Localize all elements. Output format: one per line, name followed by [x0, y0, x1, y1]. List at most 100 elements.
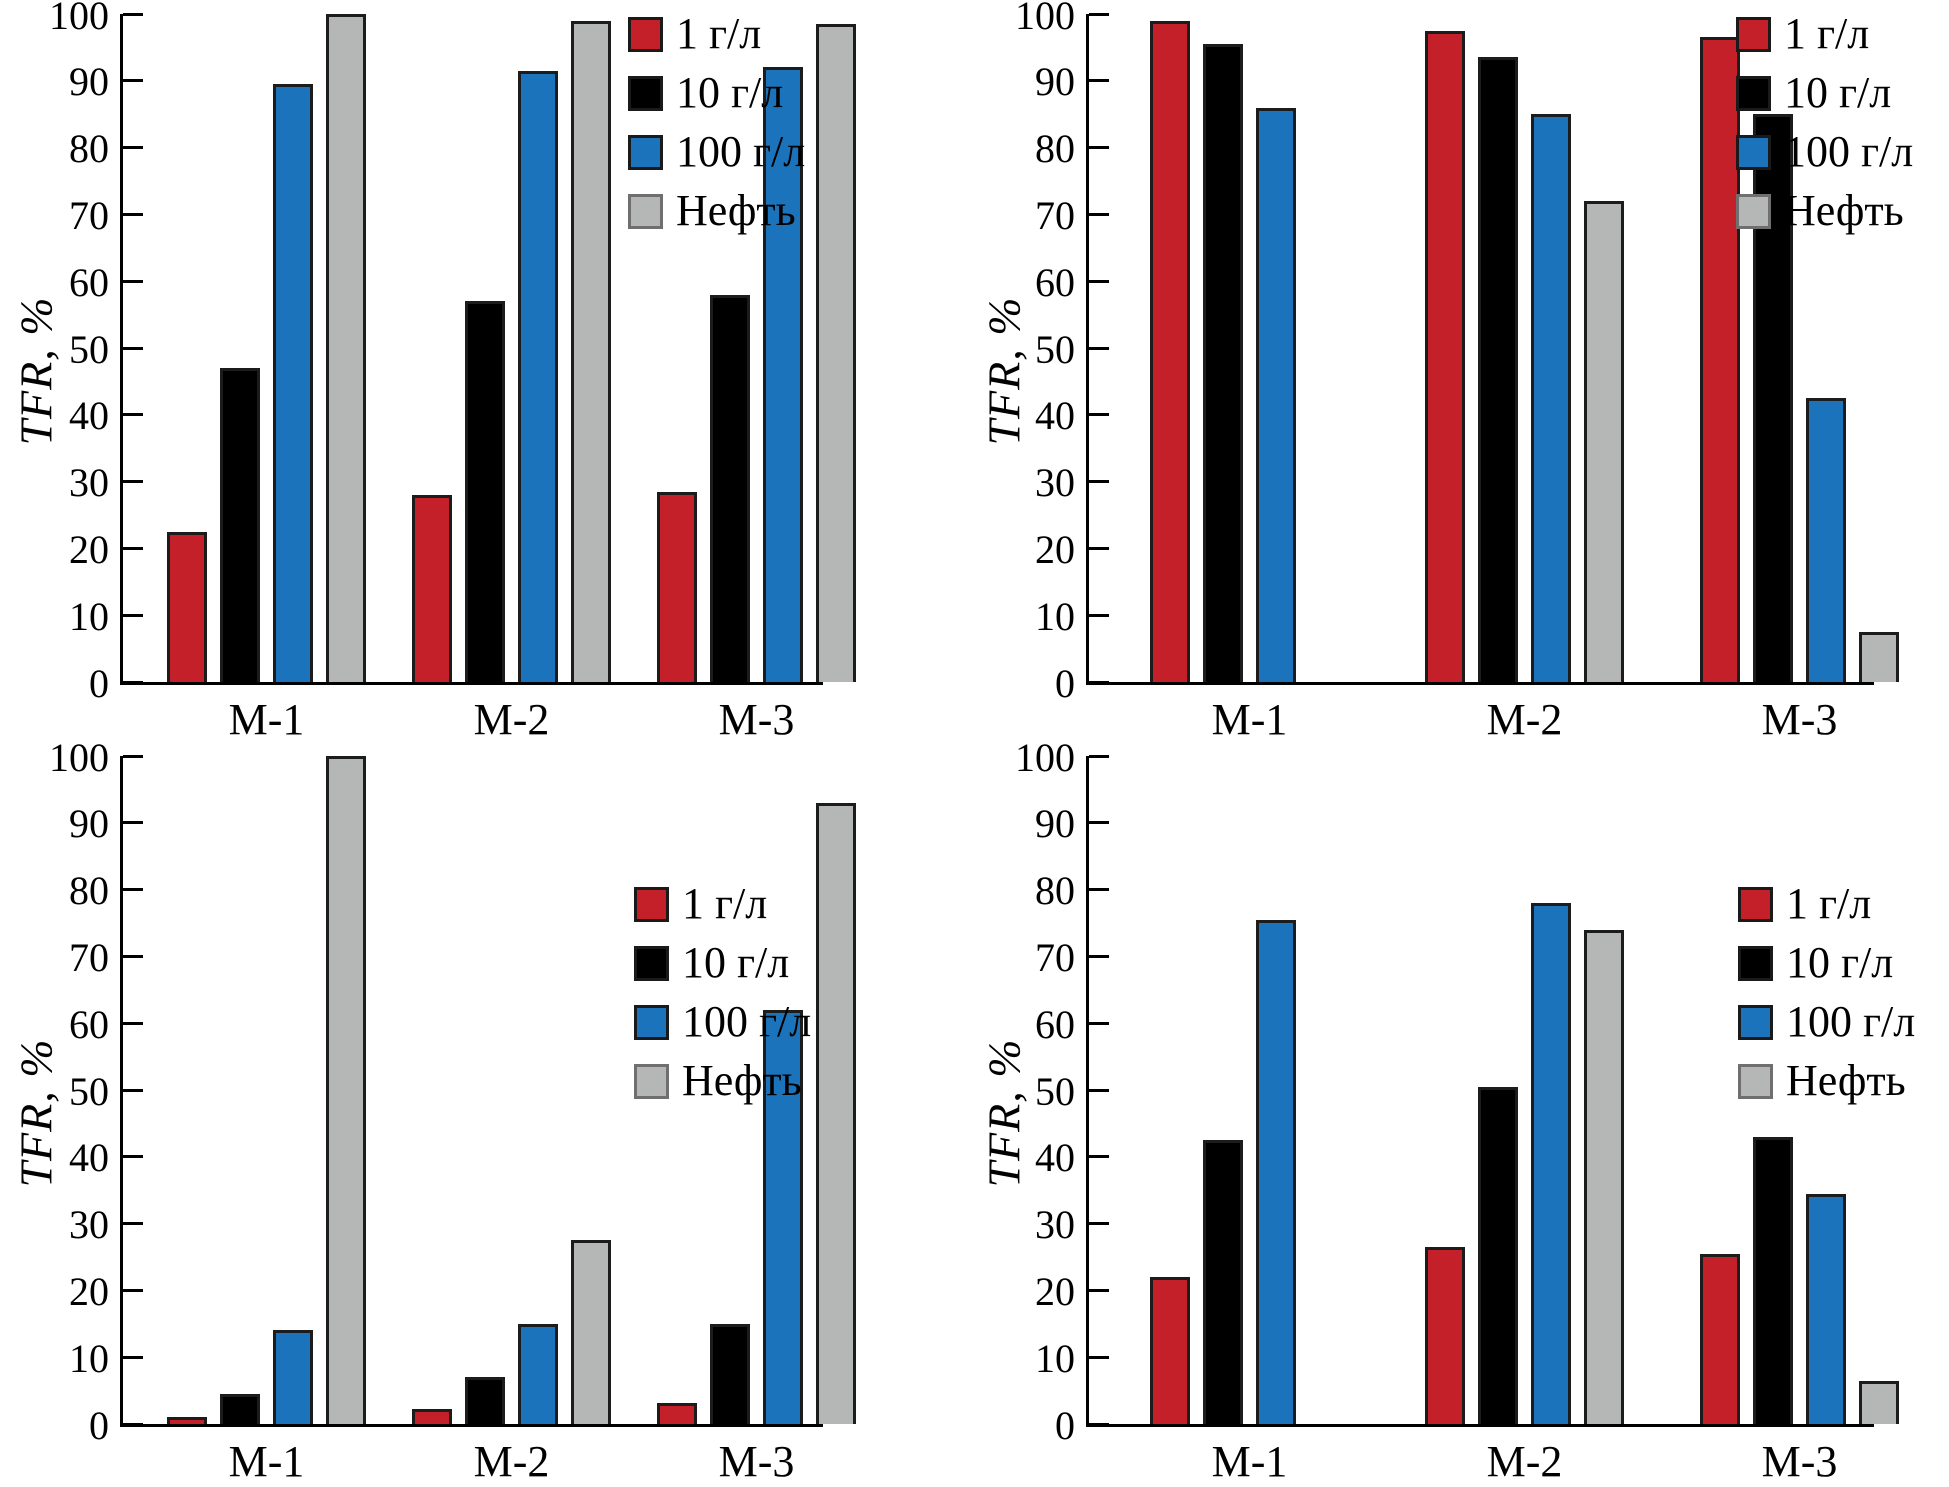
bar-group-М-2: М-2 [1425, 14, 1624, 744]
bar-group-М-1: М-1 [1150, 756, 1349, 1486]
bar-slot [273, 1330, 313, 1424]
y-tick [1089, 1155, 1109, 1159]
bar-1 г/л-М-3 [1700, 1254, 1740, 1424]
legend: 1 г/л 10 г/л 100 г/л Нефть [1736, 12, 1913, 233]
y-tick-label: 70 [69, 934, 109, 980]
bar-1 г/л-М-1 [1150, 21, 1190, 682]
y-tick [1089, 1088, 1109, 1092]
legend-label: 1 г/л [676, 9, 762, 58]
y-tick-label: 90 [69, 59, 109, 105]
legend: 1 г/л 10 г/л 100 г/л Нефть [628, 12, 805, 233]
legend-label: 100 г/л [1786, 997, 1916, 1046]
y-tick-label: 60 [1035, 1001, 1075, 1047]
y-tick-label: 100 [1015, 734, 1075, 780]
bar-slot [1150, 1277, 1190, 1424]
bar-100 г/л-М-2 [518, 71, 558, 682]
legend-swatch [628, 75, 663, 111]
bar-100 г/л-М-2 [1531, 114, 1571, 682]
bar-100 г/л-М-3 [1806, 1194, 1846, 1424]
legend-item: 1 г/л [628, 12, 805, 56]
bar-Нефть-М-3 [816, 24, 856, 682]
y-tick-label: 20 [1035, 1268, 1075, 1314]
y-tick [123, 1288, 143, 1292]
legend-swatch [1738, 1063, 1773, 1099]
y-tick [123, 1021, 143, 1025]
x-category-label-М-1: М-1 [228, 1437, 305, 1486]
bar-slot [763, 67, 803, 682]
y-tick [1089, 279, 1109, 283]
bar-slot [220, 1394, 260, 1424]
bar-slot [412, 1409, 452, 1424]
bar-slot [1806, 1194, 1846, 1424]
x-category-label-М-3: М-3 [718, 1437, 795, 1486]
y-tick [1089, 212, 1109, 216]
y-tick [123, 954, 143, 958]
y-axis-label: TFR, % [978, 296, 1030, 446]
bar-slot [1531, 903, 1571, 1424]
legend-swatch [628, 16, 663, 52]
y-tick-label: 100 [49, 0, 109, 38]
legend-item: Нефть [1738, 1059, 1915, 1103]
bar-slot [816, 803, 856, 1424]
legend-label: 1 г/л [1786, 879, 1872, 928]
y-tick [123, 1355, 143, 1359]
chart-top-left: TFR, % 0 10 20 30 40 50 60 70 80 90 100 М-1 М-2 М-3 1 г… [0, 0, 974, 744]
y-tick-label: 70 [69, 192, 109, 238]
legend-swatch [1736, 193, 1771, 229]
bar-10 г/л-М-1 [1203, 44, 1243, 682]
legend-swatch [1736, 16, 1771, 52]
y-tick [1089, 1288, 1109, 1292]
y-tick-label: 70 [1035, 934, 1075, 980]
bar-slot [518, 71, 558, 682]
y-tick [123, 346, 143, 350]
bar-10 г/л-М-1 [220, 368, 260, 682]
y-tick [1089, 821, 1109, 825]
bar-slot [571, 21, 611, 682]
x-category-label-М-2: М-2 [473, 1437, 550, 1486]
legend-label: 100 г/л [1784, 127, 1914, 176]
y-tick-label: 40 [69, 1135, 109, 1181]
y-tick [123, 480, 143, 484]
bar-10 г/л-М-2 [465, 301, 505, 682]
y-tick [123, 1088, 143, 1092]
bar-100 г/л-М-1 [273, 84, 313, 682]
bar-100 г/л-М-1 [273, 1330, 313, 1424]
legend-label: 10 г/л [1784, 68, 1892, 117]
y-tick [1089, 480, 1109, 484]
y-tick [1089, 1222, 1109, 1226]
plot-area: 0 10 20 30 40 50 60 70 80 90 100 М-1 М-2 М-3 [1015, 0, 1899, 744]
y-tick-label: 0 [1055, 1402, 1075, 1448]
legend-item: 10 г/л [634, 941, 811, 985]
bar-Нефть-М-2 [1584, 930, 1624, 1424]
y-tick [1089, 146, 1109, 150]
y-tick [123, 413, 143, 417]
bar-1 г/л-М-2 [412, 495, 452, 682]
y-tick [1089, 1021, 1109, 1025]
y-tick-label: 40 [1035, 1135, 1075, 1181]
y-tick [123, 821, 143, 825]
y-tick-label: 10 [69, 593, 109, 639]
chart-bottom-left: TFR, % 0 10 20 30 40 50 60 70 80 90 100 М-1 М-2 М-3 1 г… [0, 737, 974, 1486]
legend-item: 100 г/л [628, 130, 805, 174]
legend-label: 1 г/л [1784, 9, 1870, 58]
bar-slot [326, 14, 366, 682]
bar-slot [1859, 1381, 1899, 1424]
y-tick [123, 79, 143, 83]
legend-label: Нефть [682, 1056, 802, 1105]
chart-bottom-right: TFR, % 0 10 20 30 40 50 60 70 80 90 100 М-1 М-2 М-3 1 г… [974, 737, 1949, 1486]
bar-Нефть-М-1 [326, 14, 366, 682]
bar-slot [167, 1417, 207, 1424]
bar-slot [1425, 1247, 1465, 1424]
bar-Нефть-М-2 [1584, 201, 1624, 682]
y-tick-label: 30 [69, 460, 109, 506]
y-tick-label: 20 [69, 526, 109, 572]
bar-10 г/л-М-2 [1478, 1087, 1518, 1424]
bar-slot [571, 1240, 611, 1424]
bar-slot [220, 368, 260, 682]
y-tick-label: 80 [69, 126, 109, 172]
legend-item: 10 г/л [1736, 71, 1913, 115]
y-tick [123, 12, 143, 16]
bar-1 г/л-М-2 [412, 1409, 452, 1424]
bar-slot [1150, 21, 1190, 682]
